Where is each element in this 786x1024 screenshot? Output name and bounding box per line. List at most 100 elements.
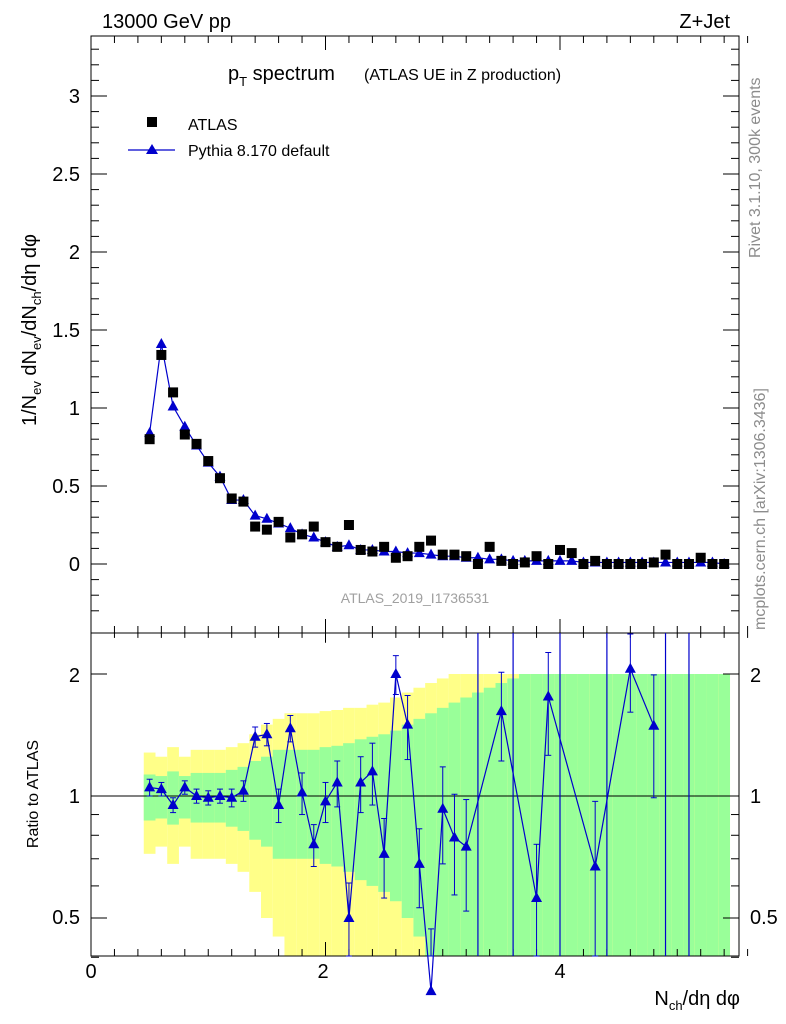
band-inner-bin bbox=[143, 774, 156, 821]
data-point bbox=[707, 559, 718, 569]
data-point bbox=[437, 549, 448, 560]
band-inner-bin bbox=[636, 674, 648, 956]
mc-series bbox=[144, 338, 730, 568]
band-inner-bin bbox=[425, 713, 437, 956]
data-point bbox=[648, 557, 659, 568]
data-point bbox=[273, 516, 284, 527]
data-point bbox=[379, 541, 390, 552]
ratio-panel-frame bbox=[90, 632, 740, 957]
data-point bbox=[144, 434, 155, 445]
ylab-c: /dN bbox=[19, 305, 41, 336]
data-point bbox=[496, 555, 507, 566]
band-inner-bin bbox=[565, 674, 578, 956]
xlab-b: /dη dφ bbox=[683, 988, 740, 1010]
data-point bbox=[449, 549, 460, 560]
data-point bbox=[660, 549, 671, 560]
band-inner-bin bbox=[647, 674, 660, 956]
data-point bbox=[637, 559, 648, 569]
ratio-point bbox=[226, 791, 238, 802]
data-point bbox=[168, 387, 179, 398]
ratio-series bbox=[144, 633, 690, 996]
band-inner-bin bbox=[178, 776, 191, 819]
ratio-point bbox=[495, 705, 507, 716]
x-tick-labels: 0 2 4 bbox=[85, 961, 565, 983]
data-point bbox=[613, 559, 624, 569]
data-point bbox=[297, 529, 308, 540]
title-p-sub: T bbox=[239, 74, 247, 89]
data-point bbox=[191, 438, 202, 449]
legend-mc-label: Pythia 8.170 default bbox=[188, 143, 330, 160]
y-tick-label: 0.5 bbox=[52, 907, 80, 929]
x-axis-label: Nch/dη dφ bbox=[654, 988, 740, 1013]
y-tick-label: 2.5 bbox=[52, 164, 80, 186]
data-point bbox=[590, 555, 601, 566]
band-inner-bin bbox=[343, 743, 355, 872]
mc-point bbox=[566, 554, 578, 565]
ratio-point bbox=[214, 790, 226, 800]
ratio-point bbox=[355, 776, 367, 787]
data-point bbox=[672, 559, 683, 569]
band-inner-bin bbox=[718, 674, 731, 956]
data-point bbox=[531, 551, 542, 562]
y-tick-label-right: 0.5 bbox=[750, 907, 778, 929]
xlab-a-sub: ch bbox=[669, 998, 683, 1013]
band-inner-bin bbox=[624, 674, 637, 956]
band-inner-bin bbox=[155, 776, 168, 819]
band-inner-bin bbox=[366, 736, 379, 886]
data-point bbox=[367, 546, 378, 557]
y-tick-label: 3 bbox=[69, 86, 80, 108]
ratio-point bbox=[237, 784, 249, 795]
ratio-point bbox=[296, 786, 308, 797]
ratio-point bbox=[390, 668, 402, 678]
ratio-point bbox=[648, 719, 660, 730]
band-inner-bin bbox=[378, 734, 390, 892]
y-tick-label: 2 bbox=[69, 242, 80, 264]
title-rest: spectrum bbox=[247, 63, 335, 85]
band-inner-bin bbox=[284, 749, 297, 859]
axis-ticks bbox=[90, 36, 749, 958]
ylab-d: /dη dφ bbox=[19, 234, 41, 291]
ratio-point bbox=[366, 765, 378, 776]
mc-point bbox=[284, 522, 296, 533]
y-axis-label-top: 1/Nev dNev/dNch/dη dφ bbox=[19, 234, 44, 426]
mc-point bbox=[343, 539, 355, 550]
y-tick-label: 1 bbox=[69, 398, 80, 420]
rivet-label: Rivet 3.1.10, 300k events bbox=[747, 77, 764, 258]
data-point bbox=[285, 532, 296, 543]
ylab-b-sub: ev bbox=[29, 336, 44, 350]
band-inner-bin bbox=[612, 674, 625, 956]
ratio-point bbox=[425, 985, 437, 996]
band-inner-bin bbox=[671, 674, 684, 956]
ratio-uncertainty-bands bbox=[143, 674, 731, 956]
data-series bbox=[144, 349, 730, 569]
data-point bbox=[566, 548, 577, 559]
data-point bbox=[461, 551, 472, 562]
data-point bbox=[555, 544, 565, 555]
band-inner-bin bbox=[483, 687, 496, 956]
ratio-point bbox=[343, 912, 355, 922]
mc-point bbox=[261, 512, 273, 523]
ratio-point bbox=[167, 799, 179, 810]
ratio-point bbox=[155, 783, 167, 794]
mcplots-label: mcplots.cern.ch [arXiv:1306.3436] bbox=[752, 388, 769, 630]
ratio-point bbox=[589, 860, 601, 871]
ratio-point bbox=[413, 857, 425, 868]
mc-line bbox=[149, 343, 725, 565]
band-inner-bin bbox=[694, 674, 707, 956]
ratio-point bbox=[179, 781, 191, 792]
energy-label: 13000 GeV pp bbox=[102, 11, 231, 33]
ratio-point bbox=[249, 730, 261, 741]
band-inner-bin bbox=[530, 674, 543, 956]
ratio-point bbox=[284, 722, 296, 733]
band-inner-bin bbox=[249, 761, 262, 840]
legend-data-label: ATLAS bbox=[188, 117, 238, 134]
ratio-point bbox=[531, 892, 543, 903]
x-tick-label: 2 bbox=[317, 961, 328, 983]
ratio-point bbox=[202, 791, 214, 802]
plot-title-note: (ATLAS UE in Z production) bbox=[364, 67, 561, 84]
ratio-point bbox=[261, 728, 273, 739]
y-tick-label: 2 bbox=[69, 665, 80, 687]
x-tick-label: 4 bbox=[554, 961, 565, 983]
data-point bbox=[402, 551, 413, 562]
legend-mc-marker bbox=[146, 144, 158, 154]
